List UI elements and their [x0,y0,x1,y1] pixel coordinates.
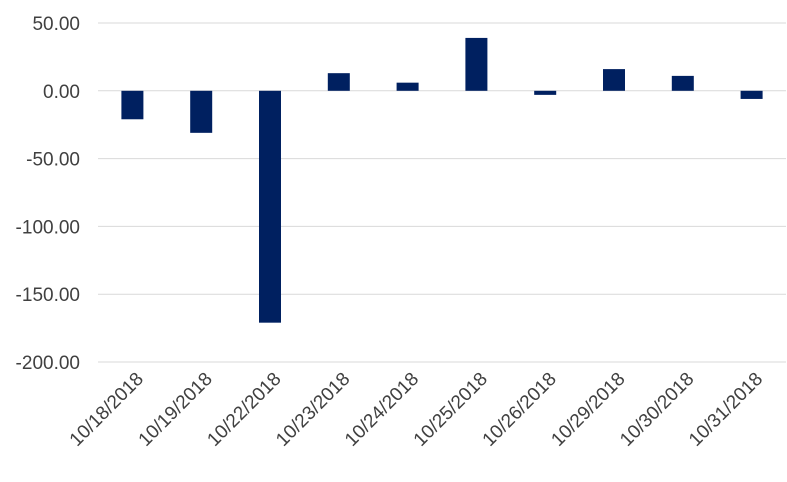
x-tick-label: 10/18/2018 [66,369,148,451]
gridlines [98,22,786,363]
x-tick-label: 10/24/2018 [341,369,423,451]
y-axis-tick-labels: 50.00 0.00 -50.00 -100.00 -150.00 -200.00 [16,14,80,374]
x-axis-tick-labels: 10/18/201810/19/201810/22/201810/23/2018… [66,369,767,451]
bar [259,90,281,323]
x-tick-label: 10/19/2018 [135,369,217,451]
x-tick-label: 10/26/2018 [479,369,561,451]
bar [327,73,350,91]
y-tick-label: -200.00 [16,353,80,374]
bars [121,37,763,323]
y-tick-label: -100.00 [16,217,80,238]
y-tick-label: -150.00 [16,285,80,306]
bar [603,69,625,91]
bar [534,90,557,95]
bar [465,37,488,91]
x-tick-label: 10/30/2018 [616,369,698,451]
bar [121,90,144,120]
bar [740,90,763,99]
x-tick-label: 10/31/2018 [685,369,767,451]
y-tick-label: 0.00 [43,82,80,103]
x-tick-label: 10/22/2018 [203,369,285,451]
y-tick-label: 50.00 [32,14,80,35]
bar [396,82,419,91]
bar [190,90,213,133]
x-tick-label: 10/25/2018 [410,369,492,451]
x-tick-label: 10/23/2018 [272,369,354,451]
bar [671,75,694,91]
x-tick-label: 10/29/2018 [547,369,629,451]
y-tick-label: -50.00 [26,150,80,171]
